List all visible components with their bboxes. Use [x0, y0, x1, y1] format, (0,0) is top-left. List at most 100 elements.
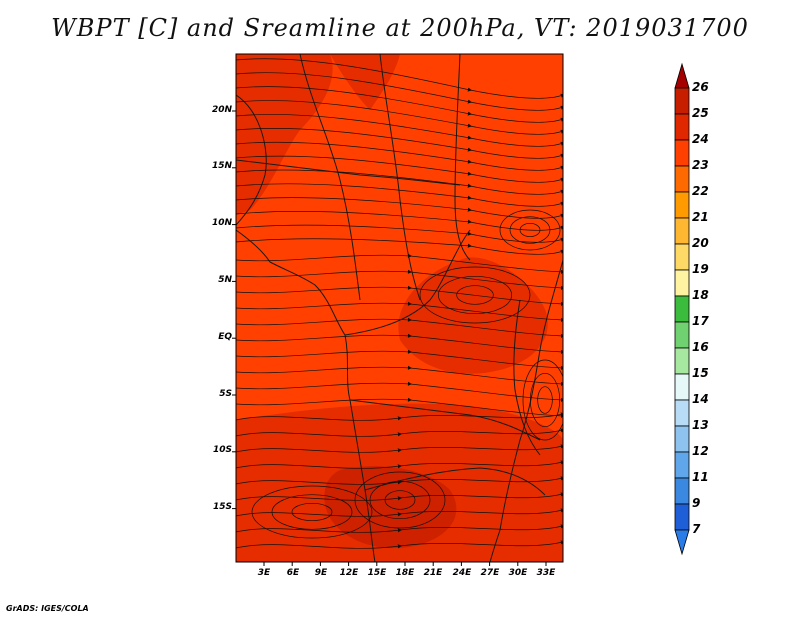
colorbar-segment	[674, 347, 690, 375]
streamline	[236, 365, 563, 386]
border-line	[236, 159, 461, 186]
border-line	[454, 54, 471, 261]
streamline	[236, 492, 563, 501]
colorbar-label: 22	[692, 184, 709, 198]
lon-label: 3E	[257, 568, 271, 578]
streamline	[236, 58, 563, 99]
lat-label: 15N	[211, 161, 232, 171]
streamline	[236, 460, 563, 469]
colorbar-segment	[674, 373, 690, 401]
streamline	[236, 155, 563, 183]
colorbar-top-arrow	[674, 62, 690, 89]
streamline	[236, 524, 563, 533]
streamline	[236, 301, 563, 322]
colorbar-bottom-arrow	[674, 529, 690, 556]
lon-label: 33E	[536, 568, 556, 578]
streamline	[236, 197, 563, 219]
colorbar-segment	[674, 425, 690, 453]
colorbar-label: 19	[692, 262, 709, 276]
lon-label: 12E	[339, 568, 359, 578]
lon-label: 24E	[452, 568, 472, 578]
warm-region	[236, 54, 333, 215]
streamlines	[236, 58, 563, 549]
lon-label: 21E	[423, 568, 443, 578]
colorbar-label: 7	[692, 522, 701, 536]
streamline	[236, 349, 563, 370]
streamline	[236, 72, 563, 111]
streamline	[236, 183, 563, 207]
lat-label: 5S	[219, 389, 232, 399]
lat-label: 10S	[212, 445, 232, 455]
colorbar-label: 15	[692, 366, 709, 380]
colorbar-label: 13	[692, 418, 709, 432]
colorbar-segment	[674, 243, 690, 271]
colorbar-segment	[674, 87, 690, 115]
lat-label: 15S	[212, 502, 232, 512]
streamline	[236, 285, 563, 306]
streamline	[236, 127, 563, 159]
colorbar-label: 25	[692, 106, 709, 120]
streamline	[236, 169, 563, 195]
lon-label: 27E	[480, 568, 500, 578]
lon-label: 15E	[367, 568, 387, 578]
streamline	[236, 114, 563, 147]
colorbar-label: 12	[692, 444, 709, 458]
streamline	[236, 86, 563, 123]
streamline	[236, 317, 563, 338]
axis-ticks	[232, 110, 547, 566]
colorbar-label: 23	[692, 158, 709, 172]
streamline	[236, 253, 563, 274]
border-line	[236, 229, 376, 562]
colorbar-label: 21	[692, 210, 709, 224]
streamline-eddy	[271, 494, 353, 530]
colorbar-label: 18	[692, 288, 709, 302]
colorbar-segment	[674, 191, 690, 219]
colorbar-label: 9	[692, 496, 701, 510]
colorbar-label: 26	[692, 80, 709, 94]
lat-label: 20N	[211, 105, 232, 115]
colorbar-segment	[674, 113, 690, 141]
lat-label: 10N	[211, 218, 232, 228]
border-line	[299, 54, 361, 301]
colorbar-segment	[674, 321, 690, 349]
map-frame	[235, 53, 564, 563]
streamline	[236, 476, 563, 485]
streamline	[236, 412, 563, 421]
colorbar-segment	[674, 451, 690, 479]
colorbar-label: 24	[692, 132, 709, 146]
streamline	[236, 444, 563, 453]
colorbar	[674, 62, 690, 556]
streamline	[236, 224, 563, 243]
colorbar-label: 11	[692, 470, 709, 484]
colorbar-label: 20	[692, 236, 709, 250]
streamline-eddy	[291, 502, 333, 522]
streamline	[236, 508, 563, 517]
streamline	[236, 100, 563, 135]
lat-label: 5N	[218, 275, 232, 285]
streamline	[236, 381, 563, 402]
colorbar-segment	[674, 139, 690, 167]
colorbar-segment	[674, 399, 690, 427]
footer-credit: GrADS: IGES/COLA	[6, 604, 89, 613]
lon-label: 6E	[286, 568, 300, 578]
colorbar-segment	[674, 269, 690, 297]
chart-title: WBPT [C] and Sreamline at 200hPa, VT: 20…	[51, 14, 749, 42]
lat-label: EQ	[218, 332, 232, 342]
streamline	[236, 333, 563, 354]
lon-label: 30E	[508, 568, 528, 578]
colorbar-segment	[674, 217, 690, 245]
streamline	[236, 141, 563, 171]
colorbar-segment	[674, 295, 690, 323]
streamline	[236, 269, 563, 290]
colorbar-segment	[674, 165, 690, 193]
colorbar-label: 17	[692, 314, 709, 328]
colorbar-label: 14	[692, 392, 709, 406]
streamline	[236, 540, 563, 549]
lon-label: 9E	[314, 568, 328, 578]
lon-label: 18E	[395, 568, 415, 578]
colorbar-segment	[674, 477, 690, 505]
streamline	[236, 428, 563, 437]
colorbar-segment	[674, 503, 690, 531]
